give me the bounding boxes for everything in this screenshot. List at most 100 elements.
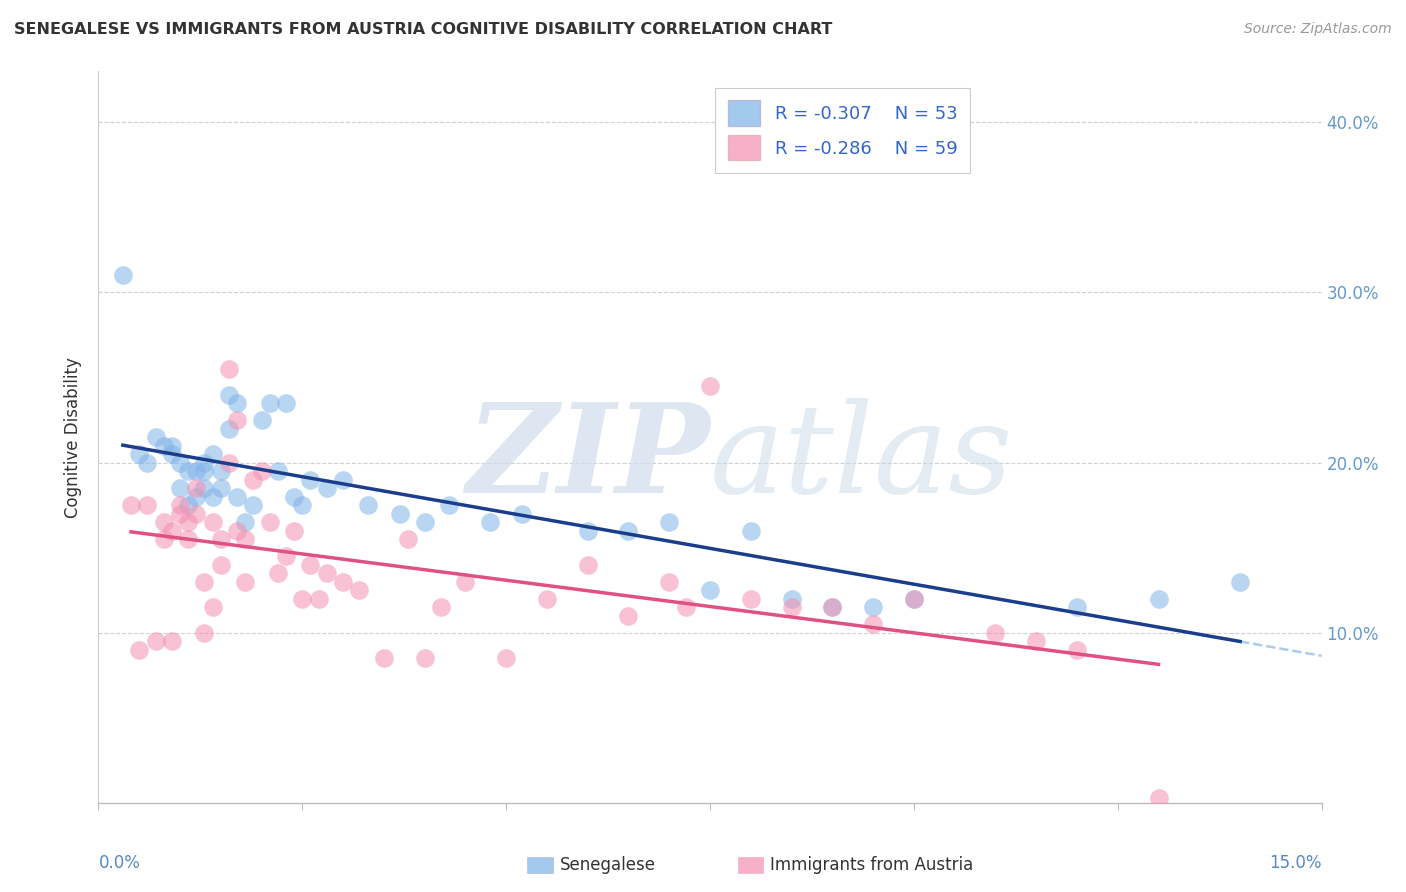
Point [169, 456, 191, 470]
Point [218, 387, 240, 401]
Point [193, 625, 215, 640]
Point [780, 600, 803, 615]
Point [186, 490, 208, 504]
Point [332, 473, 354, 487]
Point [250, 413, 273, 427]
Point [160, 524, 183, 538]
Point [169, 481, 191, 495]
Point [201, 600, 224, 615]
Point [218, 362, 240, 376]
Point [128, 642, 150, 657]
Point [226, 413, 249, 427]
Point [259, 515, 281, 529]
Point [413, 515, 436, 529]
Point [332, 574, 354, 589]
Point [389, 507, 412, 521]
Point [233, 532, 256, 546]
Point [903, 591, 925, 606]
Point [201, 515, 224, 529]
Text: Immigrants from Austria: Immigrants from Austria [770, 856, 974, 874]
Point [495, 651, 517, 665]
Point [201, 447, 224, 461]
Point [169, 498, 191, 512]
Point [740, 524, 762, 538]
Point [160, 447, 183, 461]
Point [209, 558, 232, 572]
Point [862, 600, 884, 615]
Point [120, 498, 142, 512]
Point [1066, 600, 1088, 615]
Point [193, 481, 215, 495]
Point [145, 430, 167, 444]
Point [576, 524, 599, 538]
Point [396, 532, 419, 546]
Text: 0.0%: 0.0% [98, 854, 141, 872]
Point [267, 566, 290, 581]
Legend: R = -0.307    N = 53, R = -0.286    N = 59: R = -0.307 N = 53, R = -0.286 N = 59 [716, 87, 970, 173]
Point [291, 591, 314, 606]
Point [512, 507, 534, 521]
Point [274, 549, 297, 563]
Point [274, 396, 297, 410]
Point [169, 507, 191, 521]
Text: ZIP: ZIP [467, 398, 710, 520]
Point [617, 608, 640, 623]
Point [250, 464, 273, 478]
Point [437, 498, 460, 512]
Point [193, 574, 215, 589]
Point [160, 634, 183, 648]
Point [984, 625, 1007, 640]
Point [186, 507, 208, 521]
Point [576, 558, 599, 572]
Point [299, 558, 322, 572]
Point [315, 566, 337, 581]
Point [349, 583, 371, 598]
Point [699, 379, 721, 393]
Point [454, 574, 477, 589]
Point [152, 532, 174, 546]
Point [226, 524, 249, 538]
Point [177, 464, 200, 478]
Text: 15.0%: 15.0% [1270, 854, 1322, 872]
Text: SENEGALESE VS IMMIGRANTS FROM AUSTRIA COGNITIVE DISABILITY CORRELATION CHART: SENEGALESE VS IMMIGRANTS FROM AUSTRIA CO… [14, 22, 832, 37]
Point [617, 524, 640, 538]
Point [536, 591, 558, 606]
Point [1229, 574, 1251, 589]
Point [152, 439, 174, 453]
Point [136, 456, 159, 470]
Point [218, 421, 240, 435]
Point [193, 464, 215, 478]
Text: Source: ZipAtlas.com: Source: ZipAtlas.com [1244, 22, 1392, 37]
Point [1025, 634, 1047, 648]
Point [658, 515, 681, 529]
Point [478, 515, 501, 529]
Point [1147, 790, 1170, 805]
Point [315, 481, 337, 495]
Point [259, 396, 281, 410]
Point [242, 473, 264, 487]
Point [267, 464, 290, 478]
Point [186, 481, 208, 495]
Point [177, 515, 200, 529]
Point [299, 473, 322, 487]
Point [283, 524, 305, 538]
Point [658, 574, 681, 589]
Point [242, 498, 264, 512]
Point [373, 651, 395, 665]
Text: atlas: atlas [710, 398, 1014, 520]
Point [233, 574, 256, 589]
Point [903, 591, 925, 606]
Point [430, 600, 453, 615]
Point [780, 591, 803, 606]
Point [152, 515, 174, 529]
Point [145, 634, 167, 648]
Y-axis label: Cognitive Disability: Cognitive Disability [65, 357, 83, 517]
Point [1147, 591, 1170, 606]
Point [1066, 642, 1088, 657]
Point [283, 490, 305, 504]
Point [177, 498, 200, 512]
Point [413, 651, 436, 665]
Point [226, 396, 249, 410]
Point [308, 591, 330, 606]
Point [209, 464, 232, 478]
